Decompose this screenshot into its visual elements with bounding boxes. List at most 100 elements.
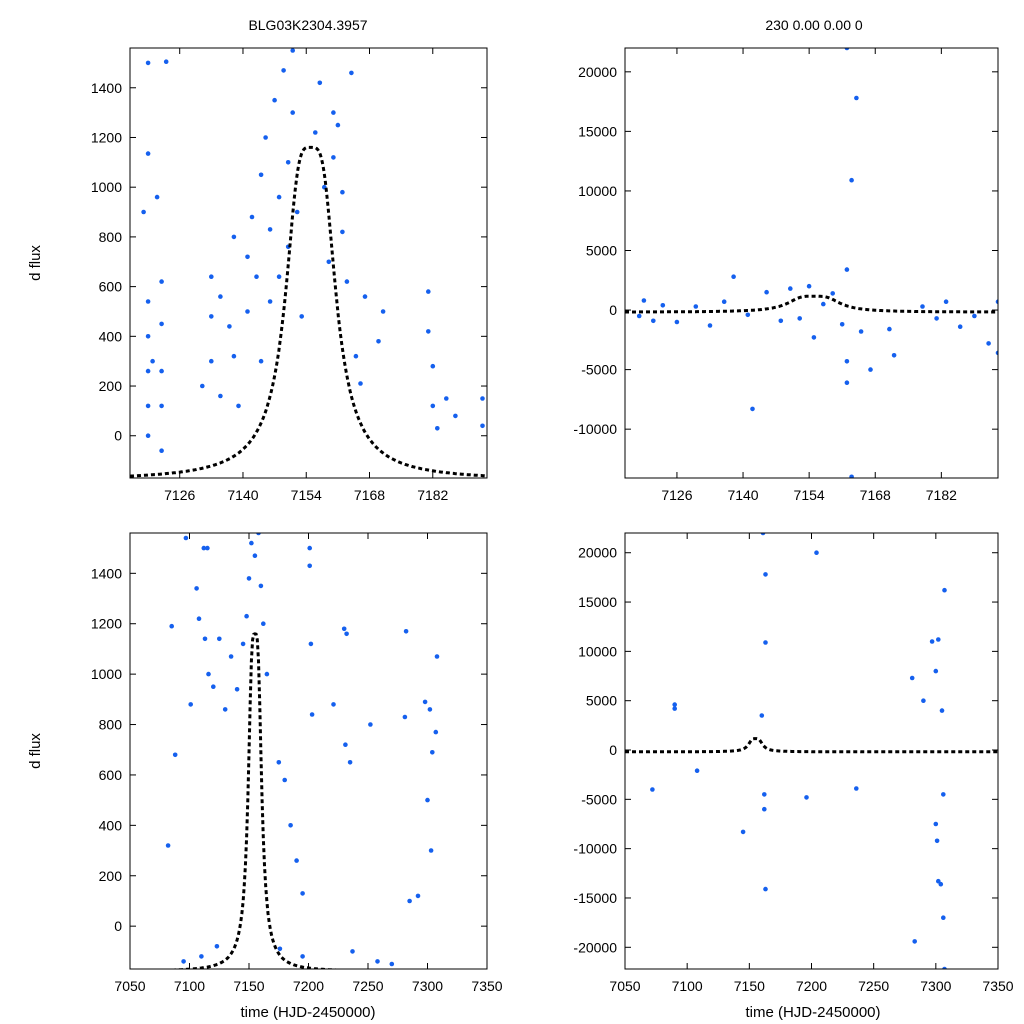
bottom-left-data-point — [300, 954, 305, 959]
top-left-x-tick-label: 7168 — [354, 487, 385, 503]
bottom-right-data-point — [909, 675, 915, 681]
bottom-left-data-point — [217, 636, 222, 642]
left-figure-title: BLG03K2304.3957 — [248, 17, 367, 33]
bottom-left-x-tick-label: 7250 — [352, 978, 383, 994]
bottom-right-data-point — [672, 706, 677, 711]
top-right-data-point — [674, 319, 680, 325]
bottom-left-data-point — [246, 576, 252, 581]
top-right-data-point — [707, 323, 713, 328]
bottom-left-x-tick-label: 7100 — [174, 978, 205, 994]
bottom-right-y-tick-label: -5000 — [581, 791, 617, 807]
bottom-right-data-point — [650, 787, 655, 792]
top-left-data-point — [290, 48, 296, 53]
top-left-data-point — [163, 59, 169, 64]
top-right-data-point — [764, 289, 769, 295]
top-right-frame — [624, 47, 999, 479]
bottom-left-data-point — [425, 797, 430, 803]
top-left-data-point — [150, 358, 155, 364]
bottom-right-data-point — [694, 768, 700, 773]
bottom-right-y-tick-label: 10000 — [578, 643, 617, 659]
bottom-right-data-point — [814, 550, 819, 555]
top-left-data-point — [362, 294, 368, 299]
bottom-left-data-point — [240, 641, 246, 647]
bottom-left-data-point — [430, 750, 435, 755]
top-left-frame — [129, 47, 488, 479]
bottom-left-data-point — [307, 545, 313, 551]
top-right-data-point — [868, 367, 873, 372]
bottom-right-data-point — [759, 713, 765, 718]
top-left-x-tick-label: 7182 — [417, 487, 448, 503]
bottom-right-data-point — [929, 639, 935, 644]
top-left-data-point — [145, 334, 151, 339]
top-right-data-point — [891, 353, 897, 358]
bottom-left-data-point — [276, 760, 282, 765]
bottom-left-y-tick-label: 400 — [99, 817, 123, 833]
bottom-left-data-point — [428, 848, 434, 853]
bottom-right-x-tick-label: 7300 — [920, 978, 951, 994]
bottom-right-data-point — [921, 698, 926, 703]
top-right-data-point — [750, 406, 755, 412]
bottom-left-data-point — [249, 540, 254, 546]
bottom-left-data-point — [196, 616, 202, 621]
top-right-data-point — [806, 283, 812, 289]
top-left-y-tick-label: 1000 — [91, 179, 122, 195]
top-left-data-point — [294, 209, 300, 215]
top-left-data-point — [159, 321, 164, 327]
bottom-left-data-point — [258, 583, 264, 589]
bottom-right-data-point — [942, 966, 947, 969]
bottom-right-x-axis-label: time (HJD-2450000) — [745, 1004, 880, 1021]
bottom-left-y-tick-label: 1000 — [91, 666, 122, 682]
top-left-data-point — [267, 227, 273, 232]
top-left-y-tick-label: 1200 — [91, 129, 122, 145]
top-left-data-point — [145, 403, 151, 409]
top-right-y-tick-label: 20000 — [578, 64, 617, 80]
top-left-data-point — [145, 60, 151, 66]
bottom-left-data-point — [344, 631, 349, 637]
bottom-left-data-point — [188, 702, 193, 707]
bottom-left-data-point — [433, 729, 439, 735]
top-right-data-point — [839, 322, 845, 327]
top-right-data-point — [811, 335, 817, 340]
top-right-data-point — [745, 312, 751, 318]
bottom-right-x-tick-label: 7100 — [672, 978, 703, 994]
bottom-left-data-point — [282, 777, 288, 783]
top-right-panel: 7126 7140 7154 7168 7182 -10000 -5000 0 5000 1000… — [573, 47, 999, 503]
top-left-data-point — [353, 353, 359, 359]
bottom-left-data-point — [194, 586, 199, 591]
top-right-data-point — [887, 326, 892, 332]
bottom-left-data-point — [343, 742, 348, 747]
right-figure-title: 230 0.00 0.00 0 — [765, 17, 863, 33]
bottom-left-y-axis-label: d flux — [27, 733, 44, 769]
top-left-data-point — [263, 135, 268, 140]
bottom-right-data-point — [941, 915, 946, 920]
top-left-data-point — [435, 426, 440, 431]
bottom-right-model-curve — [625, 737, 998, 754]
top-right-x-tick-label: 7154 — [794, 487, 825, 503]
bottom-left-data-point — [375, 959, 380, 964]
bottom-left-x-tick-label: 7150 — [233, 978, 264, 994]
top-left-data-point — [159, 448, 164, 454]
bottom-right-data-point — [762, 792, 767, 797]
bottom-right-data-point — [854, 786, 859, 791]
top-left-y-tick-label: 1400 — [91, 80, 122, 96]
bottom-left-data-point — [422, 699, 428, 705]
top-left-data-point — [430, 363, 436, 369]
top-left-y-tick-label: 0 — [114, 428, 122, 444]
bottom-right-data-point — [938, 881, 944, 887]
bottom-left-data-point — [307, 563, 313, 569]
top-left-x-tick-label: 7140 — [227, 487, 258, 503]
bottom-left-data-point — [331, 702, 336, 707]
bottom-left-y-tick-label: 800 — [99, 717, 123, 733]
bottom-left-data-point — [434, 654, 440, 659]
bottom-left-data-point — [234, 687, 240, 692]
top-left-data-point — [331, 110, 336, 115]
top-right-data-point — [995, 350, 998, 356]
bottom-right-y-tick-label: 15000 — [578, 594, 617, 610]
top-left-data-point — [299, 314, 305, 319]
top-right-data-point — [972, 313, 977, 319]
top-right-y-tick-label: 15000 — [578, 123, 617, 139]
bottom-left-data-point — [389, 961, 395, 967]
top-right-data-point — [641, 298, 647, 303]
top-left-data-point — [444, 396, 449, 401]
